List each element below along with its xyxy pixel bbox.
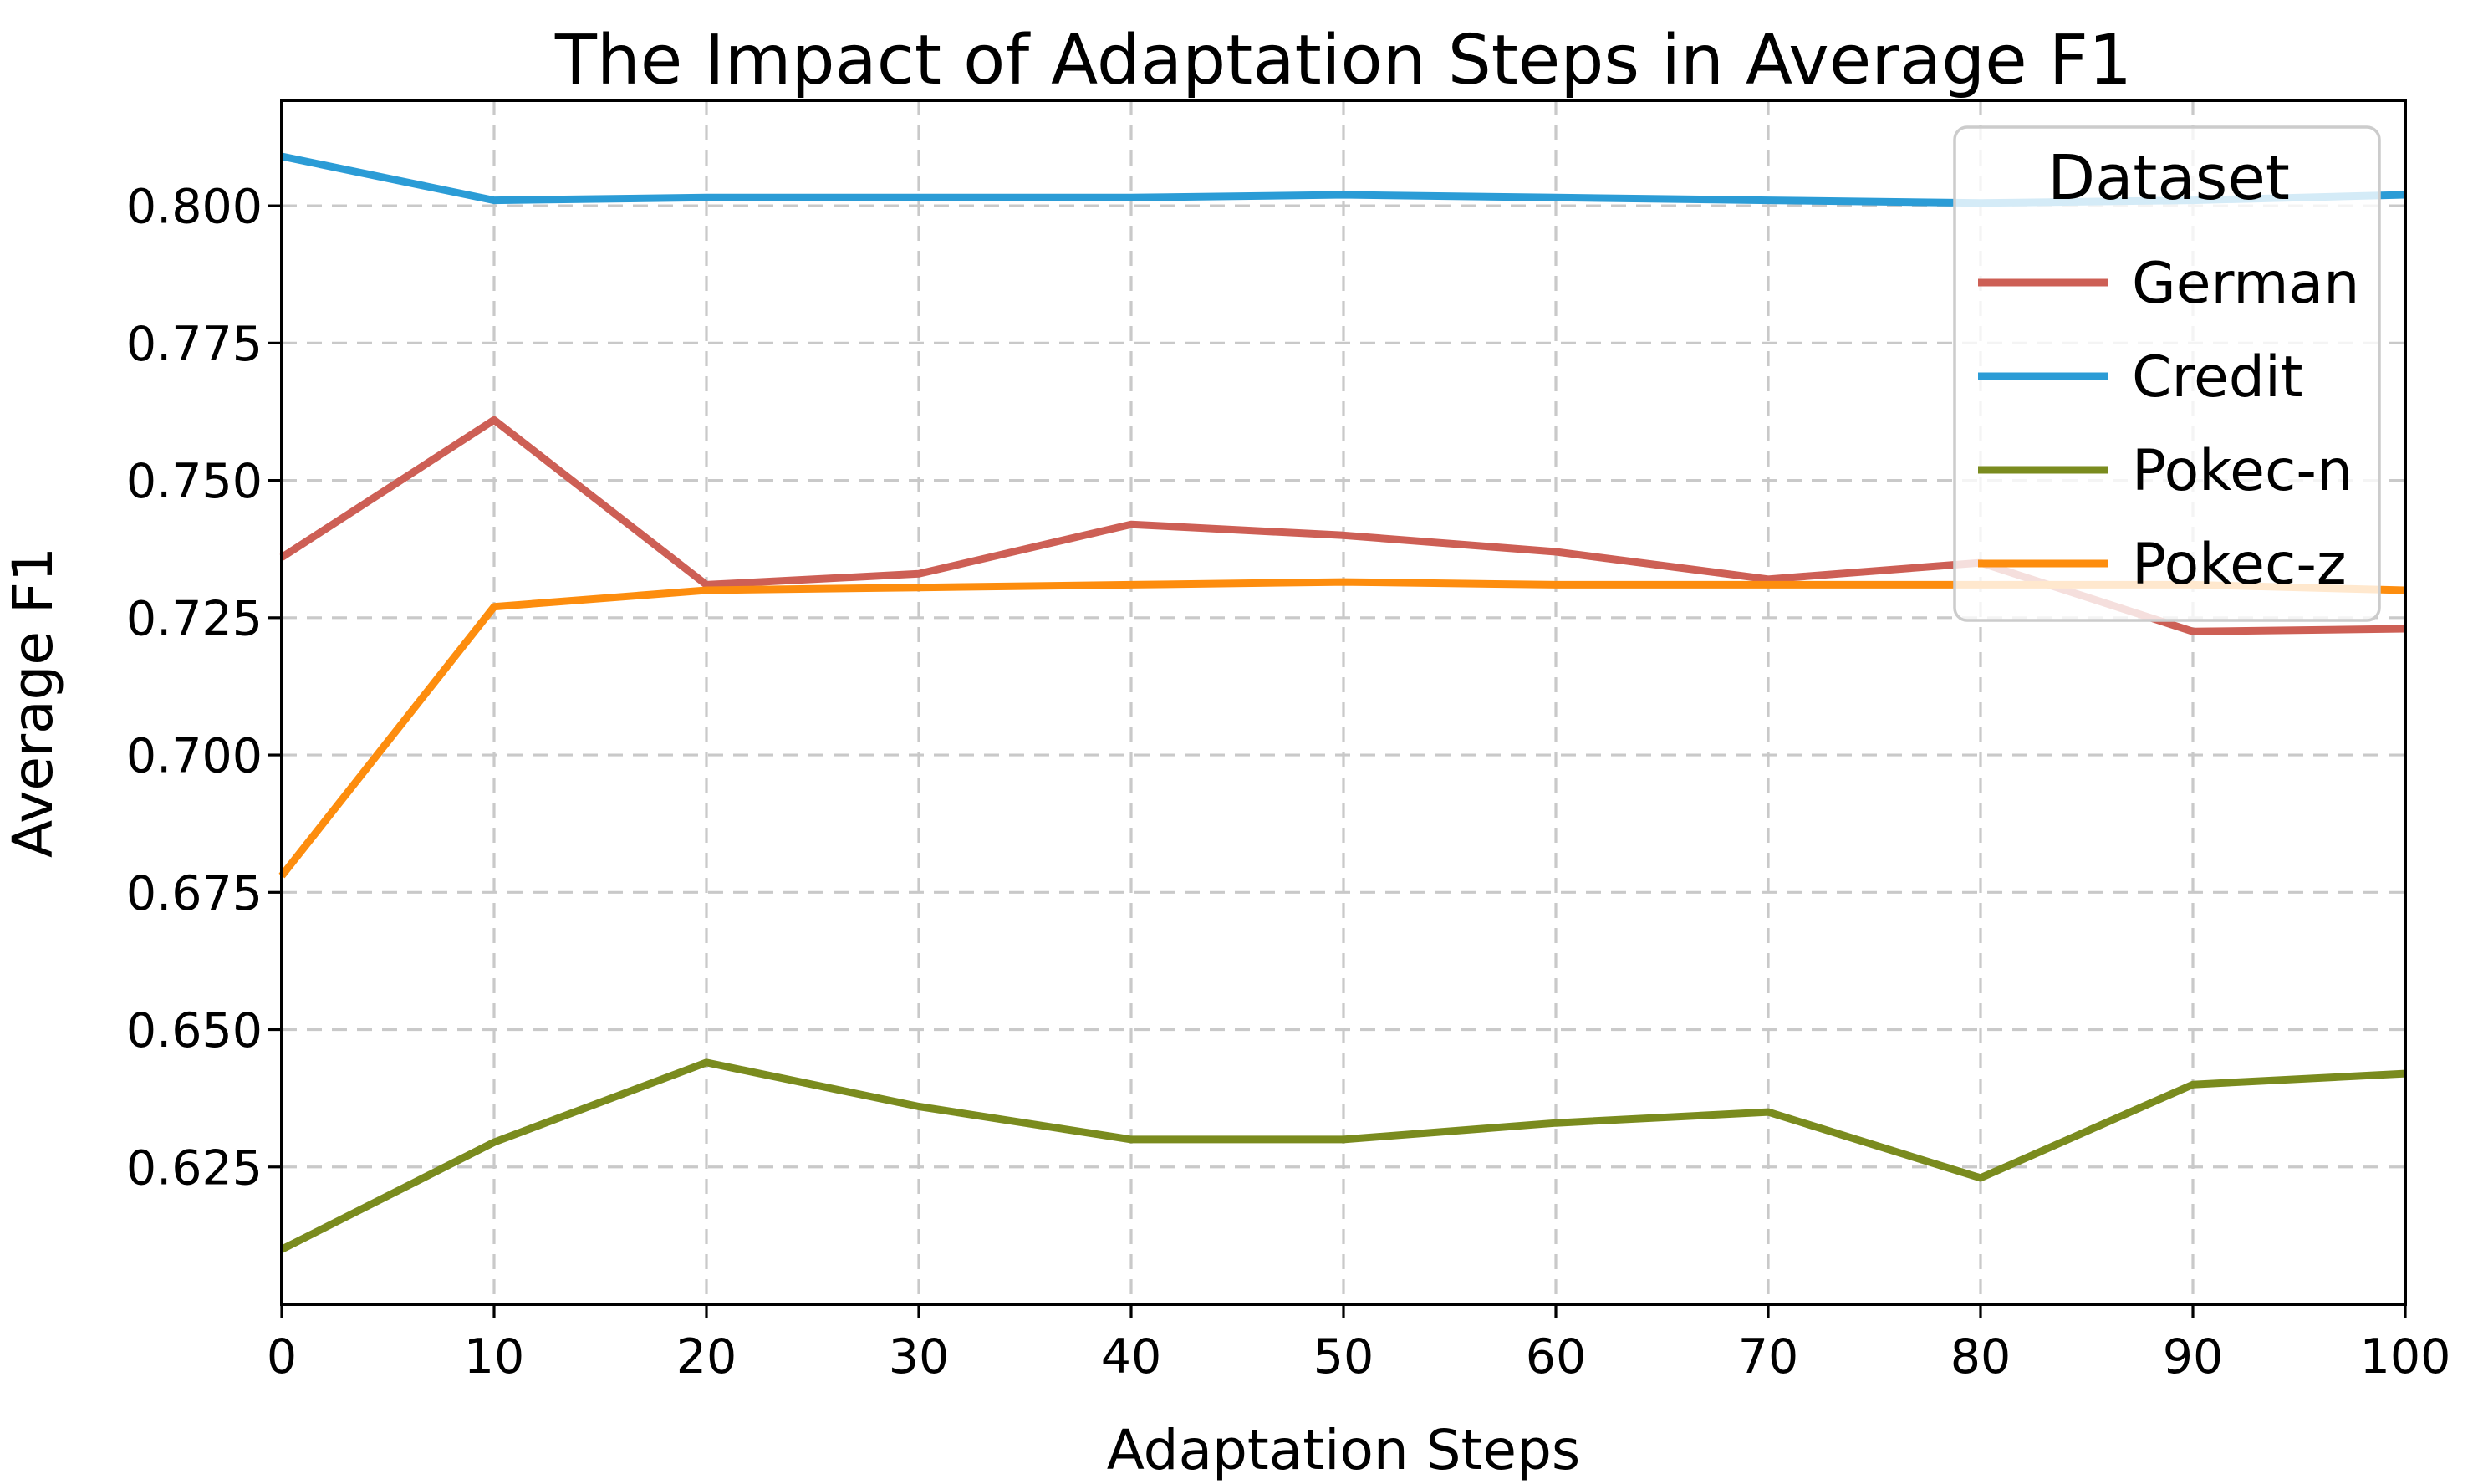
grid [280, 100, 2407, 1304]
y-tick-label: 0.725 [126, 591, 263, 646]
line-pokec-n [279, 1058, 2406, 1253]
legend: Dataset German Credit Pokec-n Pokec-z [1953, 125, 2381, 622]
legend-label-credit: Credit [2132, 344, 2303, 411]
legend-label-pokec-z: Pokec-z [2132, 532, 2347, 598]
x-axis-title: Adaptation Steps [1107, 1418, 1581, 1482]
axes-ticks: 0 10 20 30 40 50 60 70 80 90 100 0.625 0.650 0.675 0.7… [126, 180, 2451, 1385]
legend-title: Dataset [2047, 142, 2290, 214]
legend-label-pokec-n: Pokec-n [2132, 438, 2353, 504]
x-tick-label: 50 [1313, 1329, 1374, 1385]
y-tick-label: 0.750 [126, 454, 263, 509]
y-tick-label: 0.700 [126, 729, 263, 784]
legend-box [1953, 125, 2381, 622]
x-tick-label: 100 [2360, 1329, 2451, 1385]
x-tick-label: 10 [464, 1329, 525, 1385]
x-tick-label: 40 [1101, 1329, 1162, 1385]
y-tick-label: 0.800 [126, 180, 263, 235]
x-tick-label: 60 [1526, 1329, 1587, 1385]
x-tick-label: 30 [889, 1329, 950, 1385]
y-tick-label: 0.775 [126, 317, 263, 372]
legend-label-german: German [2132, 251, 2359, 317]
x-tick-label: 20 [676, 1329, 737, 1385]
chart-title: The Impact of Adaptation Steps in Averag… [554, 21, 2132, 100]
y-tick-label: 0.675 [126, 866, 263, 921]
x-tick-label: 90 [2163, 1329, 2224, 1385]
y-tick-label: 0.625 [126, 1140, 263, 1196]
y-axis-title: Average F1 [1, 547, 65, 858]
x-tick-label: 80 [1950, 1329, 2011, 1385]
x-tick-label: 0 [267, 1329, 297, 1385]
x-tick-label: 70 [1738, 1329, 1799, 1385]
y-tick-label: 0.650 [126, 1003, 263, 1058]
